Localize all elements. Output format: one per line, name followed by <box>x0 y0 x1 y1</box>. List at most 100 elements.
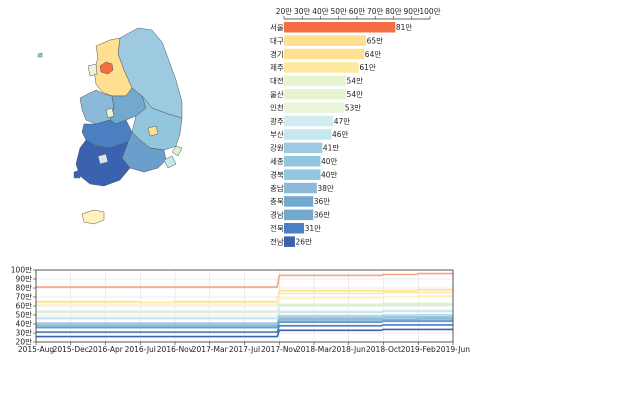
bar-category-label: 서울 <box>270 23 284 32</box>
line-y-tick-label: 60만 <box>16 302 33 311</box>
line-y-tick-label: 50만 <box>16 311 33 320</box>
line-y-tick-label: 40만 <box>16 320 33 329</box>
bar-axis-tick-label: 30만 <box>294 7 311 16</box>
bar-value-label: 46만 <box>332 130 349 139</box>
bar-value-label: 40만 <box>321 157 338 166</box>
line-x-tick-label: 2019-Feb <box>401 345 436 354</box>
bar-value-label: 36만 <box>314 211 331 220</box>
bar-axis-tick-label: 20만 <box>276 7 293 16</box>
line-series-path[interactable] <box>36 304 453 314</box>
line-x-tick-label: 2016-Apr <box>88 345 124 354</box>
line-x-tick-label: 2016-Nov <box>157 345 194 354</box>
bar-category-label: 인천 <box>270 102 284 112</box>
bar[interactable] <box>284 22 396 33</box>
bar-value-label: 54만 <box>347 77 364 86</box>
map-region-busan[interactable] <box>163 155 177 169</box>
line-axes: 100만90만80만70만60만50만40만30만20만2015-Aug2015… <box>11 266 470 355</box>
line-y-tick-label: 70만 <box>16 293 33 302</box>
bar-value-label: 53만 <box>345 103 362 112</box>
bar-axis-tick-label: 50만 <box>331 7 348 16</box>
line-x-tick-label: 2019-Jun <box>436 345 470 354</box>
bar[interactable] <box>284 223 305 234</box>
map-island-west <box>73 169 81 179</box>
bar-category-label: 경남 <box>270 210 284 220</box>
bar-category-label: 경기 <box>270 49 284 59</box>
map-region-seoul[interactable] <box>99 61 114 75</box>
bar[interactable] <box>284 48 365 60</box>
line-series-path[interactable] <box>36 295 453 306</box>
bar-category-label: 광주 <box>270 116 284 126</box>
bar[interactable] <box>284 62 359 73</box>
bar[interactable] <box>284 156 321 167</box>
line-x-tick-label: 2015-Dec <box>53 345 89 354</box>
bar-axis-tick-label: 80만 <box>385 7 402 16</box>
line-series-path[interactable] <box>36 289 453 304</box>
line-series-path[interactable] <box>36 324 453 333</box>
bar[interactable] <box>284 75 347 87</box>
bar-category-label: 경북 <box>270 169 284 179</box>
bar-axis-tick-label: 70만 <box>367 7 384 16</box>
bar-axis-tick-label: 60만 <box>349 7 366 16</box>
bar[interactable] <box>284 142 323 154</box>
line-y-tick-label: 20만 <box>16 338 33 347</box>
bar-value-label: 54만 <box>347 90 364 99</box>
bar[interactable] <box>284 129 332 140</box>
bar[interactable] <box>284 182 317 194</box>
bar-value-label: 26만 <box>295 237 312 246</box>
bar-x-axis: 20만 30만 40만 50만 60만 70만 80만 90만 100만 <box>276 7 441 20</box>
line-y-tick-label: 100만 <box>11 266 32 275</box>
bar[interactable] <box>284 169 321 180</box>
map-region-gwangju[interactable] <box>97 153 109 165</box>
bar-value-label: 65만 <box>367 36 384 45</box>
bar-category-label: 강원 <box>270 143 284 153</box>
line-series-path[interactable] <box>36 320 453 329</box>
bar[interactable] <box>284 115 334 127</box>
map-region-ulsan[interactable] <box>171 145 183 157</box>
bar-value-label: 40만 <box>321 170 338 179</box>
bar-axis-tick-label: 100만 <box>419 7 440 16</box>
bar[interactable] <box>284 209 314 221</box>
bar-axis-tick-label: 40만 <box>312 7 329 16</box>
line-series-path[interactable] <box>36 316 453 325</box>
bar-category-label: 충북 <box>270 197 284 206</box>
line-series-path[interactable] <box>36 310 453 320</box>
line-series-path[interactable] <box>36 272 453 288</box>
bar-category-label: 세종 <box>270 157 284 166</box>
bar[interactable] <box>284 236 295 247</box>
line-x-tick-label: 2017-Mar <box>192 345 229 354</box>
line-series-path[interactable] <box>36 309 453 319</box>
map-region-incheon[interactable] <box>87 63 98 77</box>
bar-value-label: 61만 <box>359 63 376 72</box>
map-region-daejeon[interactable] <box>105 107 115 119</box>
bar-category-label: 제주 <box>270 63 284 72</box>
bar-category-label: 충남 <box>270 184 284 193</box>
bar[interactable] <box>284 89 347 100</box>
line-series-path[interactable] <box>36 314 453 324</box>
bar-category-label: 전북 <box>270 223 284 233</box>
bar-value-label: 81만 <box>396 23 413 32</box>
map-island-ulleung <box>37 52 43 58</box>
line-x-tick-label: 2018-Mar <box>296 345 333 354</box>
bar[interactable] <box>284 35 367 46</box>
line-series-path[interactable] <box>36 328 453 338</box>
line-series-path[interactable] <box>36 291 453 304</box>
line-x-tick-label: 2017-Nov <box>261 345 298 354</box>
bar-category-label: 부산 <box>270 129 284 139</box>
bar[interactable] <box>284 102 345 113</box>
bar-category-label: 울산 <box>270 89 284 99</box>
line-x-tick-label: 2018-Oct <box>366 345 401 354</box>
bar-value-label: 31만 <box>305 224 322 233</box>
line-series <box>36 272 453 338</box>
map-region-jeju[interactable] <box>81 209 105 225</box>
bar[interactable] <box>284 196 314 207</box>
map-region-daegu[interactable] <box>147 125 159 137</box>
line-x-tick-label: 2018-Jun <box>332 345 366 354</box>
line-x-tick-label: 2017-Jul <box>229 345 260 354</box>
line-series-path[interactable] <box>36 303 453 313</box>
line-series-path[interactable] <box>36 317 453 327</box>
bar-value-label: 64만 <box>365 50 382 59</box>
